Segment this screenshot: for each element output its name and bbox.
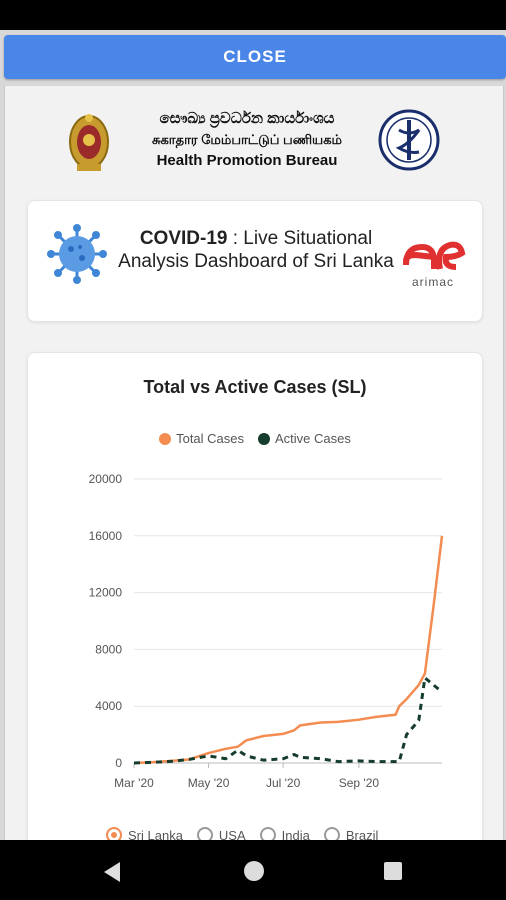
country-label-india: India xyxy=(281,827,310,841)
legend-dot-active xyxy=(258,432,271,445)
android-nav-bar xyxy=(0,840,506,900)
chart-title: Total vs Active Cases (SL) xyxy=(143,377,367,397)
home-icon[interactable] xyxy=(244,861,264,881)
x-tick-label: May '20 xyxy=(188,776,230,790)
radio-usa[interactable] xyxy=(196,827,213,840)
legend-dot-total xyxy=(159,432,172,445)
org-name-sinhala: සෞඛ්‍ය ප්‍රවර්ධන කාර්යාංශය xyxy=(159,110,335,127)
y-tick-label: 8000 xyxy=(95,642,122,656)
country-label-brazil: Brazil xyxy=(345,827,379,841)
y-tick-label: 16000 xyxy=(89,529,123,543)
country-filter: Sri Lanka USA India Brazil xyxy=(106,827,378,840)
radio-india[interactable] xyxy=(259,827,276,840)
dashboard-webview[interactable]: සෞඛ්‍ය ප්‍රවර්ධන කාර්යාංශය சுகாதார மேம்ப… xyxy=(4,86,504,840)
arimac-logo: arimac xyxy=(400,227,466,291)
sri-lanka-emblem-icon xyxy=(69,114,109,171)
dashboard-title: COVID-19 : Live Situational Analysis Das… xyxy=(116,227,396,273)
line-chart: 0 4000 8000 12000 16000 20000 Mar '20 May '20 Ju… xyxy=(89,472,444,790)
dashboard-title-bold: COVID-19 xyxy=(139,228,228,249)
arimac-logo-text: arimac xyxy=(411,275,454,289)
country-option-sri-lanka[interactable]: Sri Lanka xyxy=(106,827,183,840)
arimac-logo-icon xyxy=(403,241,466,270)
y-tick-label: 12000 xyxy=(89,586,123,600)
coronavirus-icon xyxy=(47,224,107,284)
legend-item-total-cases[interactable]: Total Cases xyxy=(159,431,244,446)
x-tick-label: Mar '20 xyxy=(114,776,154,790)
chart-card: Total vs Active Cases (SL) Total Cases A… xyxy=(27,352,483,840)
legend-label-active: Active Cases xyxy=(275,431,351,446)
header: සෞඛ්‍ය ප්‍රවර්ධන කාර්යාංශය சுகாதார மேம்ப… xyxy=(5,86,503,191)
country-option-usa[interactable]: USA xyxy=(196,827,246,841)
dashboard-title-rest: : Live Situational Analysis Dashboard of… xyxy=(118,228,394,272)
status-bar xyxy=(0,0,506,30)
back-icon[interactable] xyxy=(104,862,120,882)
close-button[interactable]: CLOSE xyxy=(4,35,506,79)
country-option-india[interactable]: India xyxy=(259,827,310,841)
series-line-active-cases xyxy=(133,676,443,765)
recent-apps-icon[interactable] xyxy=(384,862,402,880)
series-line-total-cases xyxy=(133,535,444,765)
legend-label-total: Total Cases xyxy=(176,431,245,446)
x-tick-label: Jul '20 xyxy=(266,776,301,790)
health-promotion-bureau-logo-icon xyxy=(378,109,440,171)
x-tick-label: Sep '20 xyxy=(339,776,380,790)
y-tick-label: 0 xyxy=(115,756,122,770)
radio-sri-lanka[interactable] xyxy=(106,827,122,840)
country-option-brazil[interactable]: Brazil xyxy=(323,827,379,841)
country-label-usa: USA xyxy=(218,827,246,841)
chart-legend: Total Cases Active Cases xyxy=(28,431,482,446)
org-name-tamil: சுகாதார மேம்பாட்டுப் பணியகம் xyxy=(152,132,342,147)
radio-brazil[interactable] xyxy=(323,827,340,840)
legend-item-active-cases[interactable]: Active Cases xyxy=(258,431,351,446)
y-tick-label: 20000 xyxy=(89,472,123,486)
org-name-english: Health Promotion Bureau xyxy=(156,152,338,169)
dashboard-title-card: COVID-19 : Live Situational Analysis Das… xyxy=(27,200,483,322)
y-tick-label: 4000 xyxy=(95,699,122,713)
country-label-sri-lanka: Sri Lanka xyxy=(128,827,183,841)
